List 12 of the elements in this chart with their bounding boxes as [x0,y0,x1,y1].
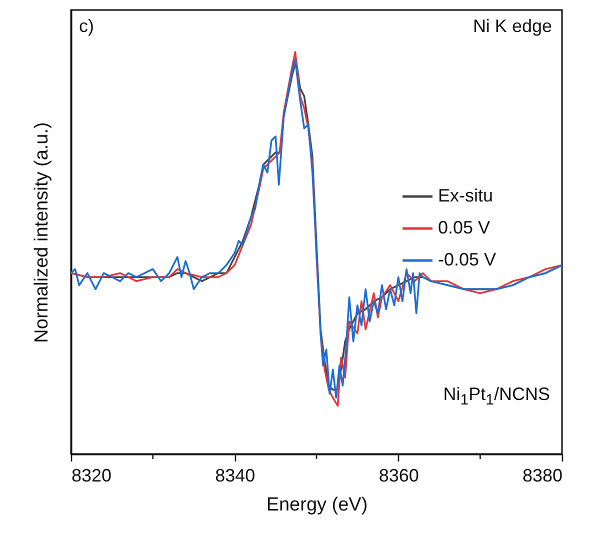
legend-label: 0.05 V [438,218,490,238]
x-tick-label: 8340 [215,466,256,486]
legend-label: Ex-situ [438,186,494,206]
y-axis-title: Normalized intensity (a.u.) [32,122,52,343]
text: c) [79,16,94,37]
x-axis-title: Energy (eV) [266,494,368,516]
text: Ni K edge [472,16,552,37]
x-tick-label: 8320 [72,466,112,486]
x-tick-label: 8380 [522,466,562,486]
x-tick-label: 8360 [378,466,419,486]
annotation: Ni$_{1}$Pt$_{1}$/NCNS [443,384,550,409]
legend-label: -0.05 V [438,250,496,270]
